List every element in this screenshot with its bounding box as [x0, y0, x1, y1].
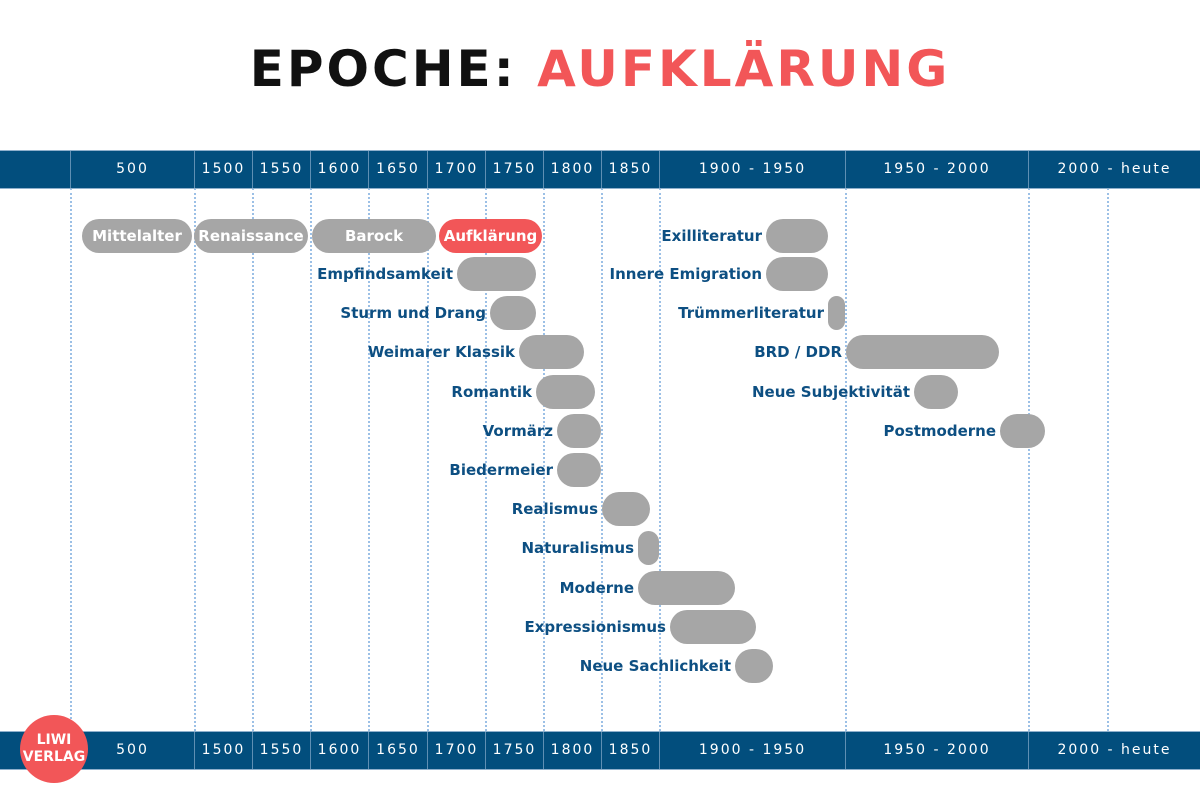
timeline-header-top: 500 1500 1550 1600 1650 1700 1750 1800 1850 1900 … [0, 150, 1200, 189]
timeline-label: 1850 [601, 732, 659, 769]
timeline-label: 1900 - 1950 [659, 151, 845, 188]
timeline-label: 500 [70, 732, 194, 769]
timeline-label: 1950 - 2000 [845, 732, 1028, 769]
title-prefix: EPOCHE: [249, 40, 517, 98]
grid-line [252, 188, 254, 731]
timeline-label: 2000 - heute [1028, 151, 1200, 188]
epoch-label: Postmoderne [883, 422, 997, 440]
epoch-label: Sturm und Drang [340, 304, 486, 322]
epoch-bar [914, 375, 958, 409]
epoch-label: Neue Subjektivität [751, 383, 910, 401]
epoch-bar: Renaissance [194, 219, 308, 253]
grid-line [1028, 188, 1030, 731]
logo-line1: LIWI [36, 732, 72, 748]
epoch-bar [846, 335, 999, 369]
timeline-label: 1550 [252, 732, 310, 769]
grid-line [485, 188, 487, 731]
epoch-bar: Barock [312, 219, 436, 253]
epoch-label: Trümmerliteratur [678, 304, 824, 322]
epoch-label: Realismus [511, 500, 598, 518]
epoch-label: Neue Sachlichkeit [579, 657, 731, 675]
timeline-label: 1900 - 1950 [659, 732, 845, 769]
epoch-bar: Mittelalter [82, 219, 192, 253]
epoch-label: Exilliteratur [661, 227, 762, 245]
grid-line [601, 188, 603, 731]
epoch-bar [638, 571, 735, 605]
grid-line [427, 188, 429, 731]
page-title: EPOCHE: AUFKLÄRUNG [0, 40, 1200, 98]
timeline-label: 1750 [485, 151, 543, 188]
timeline-label: 1800 [543, 732, 601, 769]
grid-line [194, 188, 196, 731]
epoch-bar [536, 375, 595, 409]
epoch-bar [457, 257, 536, 291]
timeline-label: 500 [70, 151, 194, 188]
timeline-label: 1550 [252, 151, 310, 188]
title-highlight: AUFKLÄRUNG [537, 40, 951, 98]
grid-line [310, 188, 312, 731]
epoch-bar [828, 296, 845, 330]
grid-line [1107, 188, 1109, 731]
timeline-header-bottom: 500 1500 1550 1600 1650 1700 1750 1800 1850 1900 … [0, 731, 1200, 770]
epoch-label: Innere Emigration [609, 265, 762, 283]
epoch-bar [638, 531, 659, 565]
epoch-bar [735, 649, 773, 683]
epoch-label: Naturalismus [521, 539, 635, 557]
timeline-label: 1700 [427, 151, 485, 188]
epoch-label: Moderne [559, 579, 634, 597]
epoch-bar [1000, 414, 1045, 448]
epoch-label: Vormärz [482, 422, 553, 440]
epoch-label: Empfindsamkeit [317, 265, 453, 283]
epoch-label: Romantik [451, 383, 532, 401]
timeline-label: 1650 [368, 151, 427, 188]
epoch-label: Weimarer Klassik [367, 343, 515, 361]
timeline-label: 1700 [427, 732, 485, 769]
epoch-bar [766, 219, 828, 253]
timeline-label: 1500 [194, 151, 252, 188]
grid-line [368, 188, 370, 731]
epoch-bar [602, 492, 650, 526]
timeline-label: 1600 [310, 151, 368, 188]
epoch-label: Expressionismus [524, 618, 666, 636]
epoch-label: Biedermeier [449, 461, 553, 479]
timeline-label: 2000 - heute [1028, 732, 1200, 769]
liwi-verlag-logo: LIWI VERLAG [20, 715, 88, 783]
timeline-label: 1950 - 2000 [845, 151, 1028, 188]
timeline-label: 1850 [601, 151, 659, 188]
timeline-label: 1500 [194, 732, 252, 769]
epoch-bar [557, 414, 601, 448]
timeline-label: 1750 [485, 732, 543, 769]
timeline-label: 1800 [543, 151, 601, 188]
epoch-bar [766, 257, 828, 291]
grid-line [70, 188, 72, 731]
epoch-bar [557, 453, 601, 487]
logo-line2: VERLAG [22, 749, 86, 765]
epoch-bar [519, 335, 584, 369]
epoch-label: BRD / DDR [754, 343, 842, 361]
epoch-bar: Aufklärung [439, 219, 542, 253]
timeline-label: 1650 [368, 732, 427, 769]
grid-line [659, 188, 661, 731]
timeline-label: 1600 [310, 732, 368, 769]
epoch-bar [490, 296, 536, 330]
grid-line [543, 188, 545, 731]
grid-line [845, 188, 847, 731]
epoch-bar [670, 610, 756, 644]
